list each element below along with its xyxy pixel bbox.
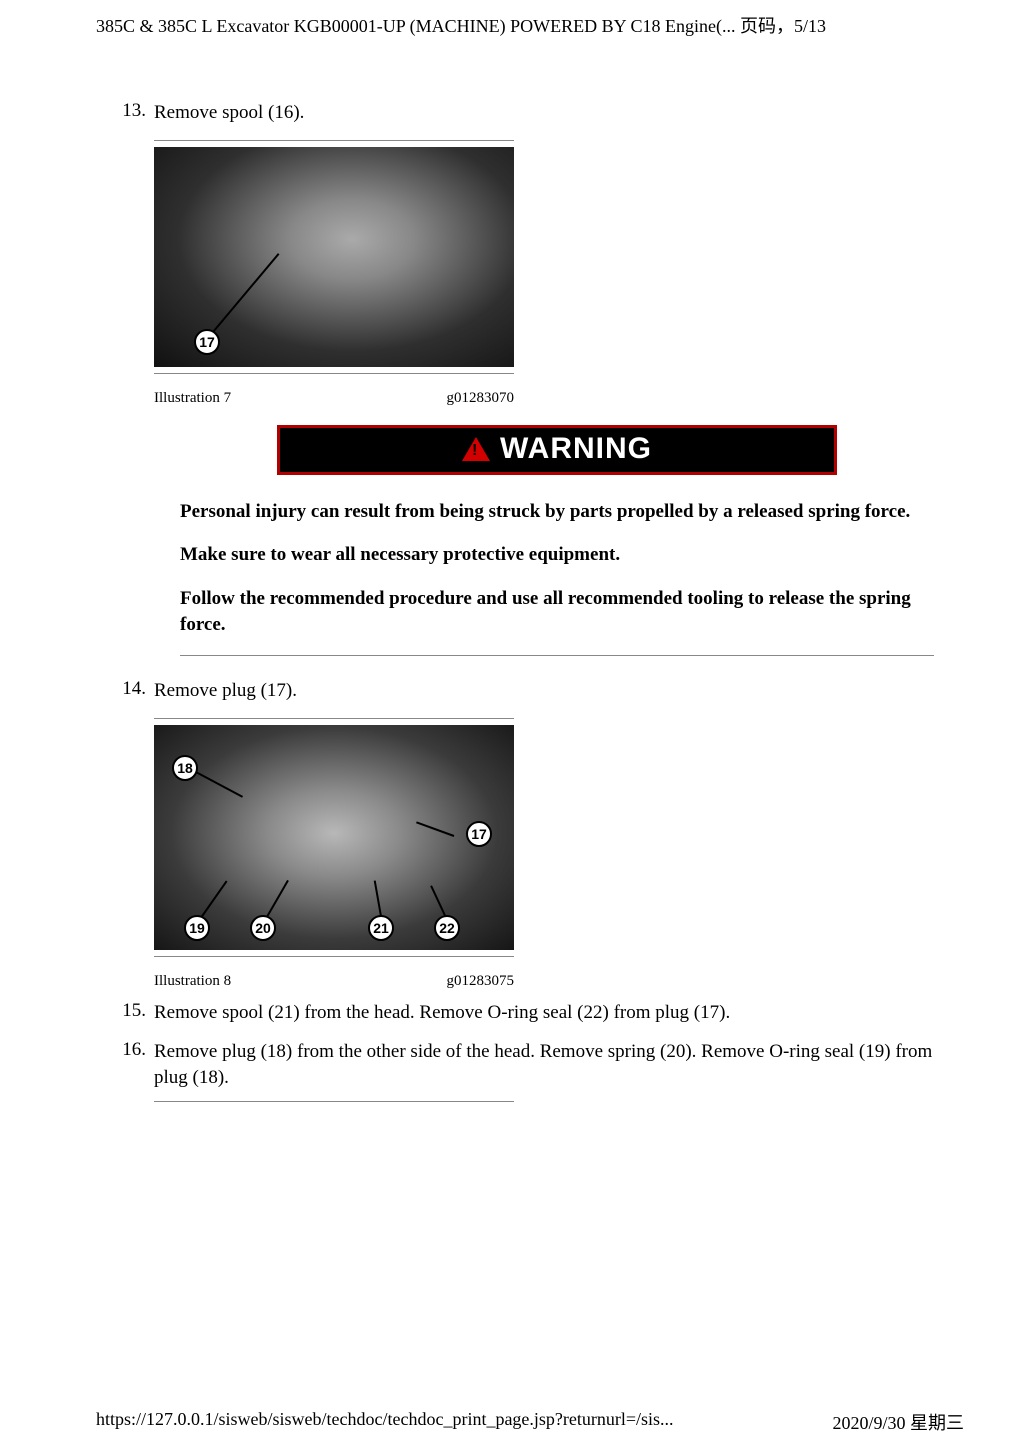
step-text: Remove spool (21) from the head. Remove … (154, 1000, 934, 1026)
step-15: 15. Remove spool (21) from the head. Rem… (120, 1000, 934, 1026)
callout-label: 17 (199, 334, 215, 350)
callout-label: 20 (255, 920, 271, 936)
footer-date: 2020/9/30 星期三 (832, 1409, 964, 1435)
callout-label: 18 (177, 760, 193, 776)
page: 385C & 385C L Excavator KGB00001-UP (MAC… (0, 0, 1024, 1449)
callout-17: 17 (466, 821, 492, 847)
warning-triangle-icon (462, 437, 490, 461)
header-title: 385C & 385C L Excavator KGB00001-UP (MAC… (96, 12, 826, 38)
step-text: Remove spool (16). (154, 100, 934, 126)
callout-17: 17 (194, 329, 220, 355)
figure-rule (154, 718, 514, 719)
figure-rule (154, 140, 514, 141)
illustration-8: 18 17 19 20 21 (154, 718, 934, 990)
illustration-7-caption: Illustration 7 g01283070 (154, 390, 514, 407)
illustration-8-caption: Illustration 8 g01283075 (154, 973, 514, 990)
callout-label: 19 (189, 920, 205, 936)
warning-paragraph-3: Follow the recommended procedure and use… (180, 586, 934, 637)
step-number: 13. (120, 100, 154, 126)
figure-rule (154, 1101, 514, 1102)
step-number: 15. (120, 1000, 154, 1026)
warning-banner-text: WARNING (500, 432, 652, 466)
illustration-8-image: 18 17 19 20 21 (154, 725, 514, 950)
callout-22: 22 (434, 915, 460, 941)
page-footer: https://127.0.0.1/sisweb/sisweb/techdoc/… (96, 1409, 964, 1435)
warning-banner: WARNING (277, 425, 837, 475)
step-text: Remove plug (17). (154, 678, 934, 704)
callout-19: 19 (184, 915, 210, 941)
figure-rule (180, 655, 934, 656)
step-14: 14. Remove plug (17). (120, 678, 934, 704)
step-13: 13. Remove spool (16). (120, 100, 934, 126)
callout-18: 18 (172, 755, 198, 781)
illustration-7: 17 Illustration 7 g01283070 (154, 140, 934, 407)
warning-block: WARNING Personal injury can result from … (180, 425, 934, 657)
content-area: 13. Remove spool (16). 17 Illustration 7… (120, 100, 934, 1122)
illustration-gcode: g01283070 (447, 390, 515, 407)
footer-url: https://127.0.0.1/sisweb/sisweb/techdoc/… (96, 1409, 674, 1435)
warning-paragraph-1: Personal injury can result from being st… (180, 499, 934, 525)
illustration-label: Illustration 8 (154, 973, 231, 990)
callout-label: 17 (471, 826, 487, 842)
step-16-text: Remove plug (18) from the other side of … (154, 1041, 932, 1088)
callout-label: 21 (373, 920, 389, 936)
photo-placeholder (154, 725, 514, 950)
step-number: 14. (120, 678, 154, 704)
step-text: Remove plug (18) from the other side of … (154, 1039, 934, 1107)
step-number: 16. (120, 1039, 154, 1107)
illustration-7-image: 17 (154, 147, 514, 367)
figure-rule (154, 373, 514, 374)
callout-label: 22 (439, 920, 455, 936)
illustration-label: Illustration 7 (154, 390, 231, 407)
illustration-gcode: g01283075 (447, 973, 515, 990)
warning-paragraph-2: Make sure to wear all necessary protecti… (180, 542, 934, 568)
figure-rule (154, 956, 514, 957)
callout-20: 20 (250, 915, 276, 941)
callout-21: 21 (368, 915, 394, 941)
page-header: 385C & 385C L Excavator KGB00001-UP (MAC… (96, 12, 964, 38)
step-16: 16. Remove plug (18) from the other side… (120, 1039, 934, 1107)
